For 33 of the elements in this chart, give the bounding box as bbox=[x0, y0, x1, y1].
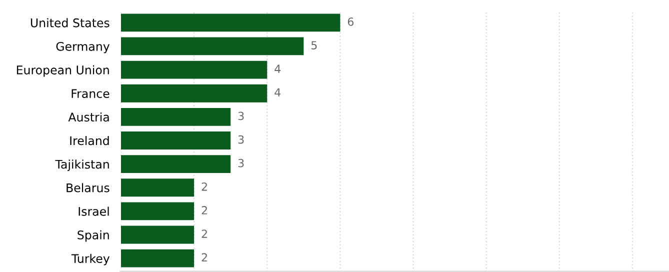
data-label: 2 bbox=[202, 253, 207, 262]
data-label: 2 bbox=[202, 182, 207, 191]
data-label: 3 bbox=[238, 135, 244, 144]
bar bbox=[121, 249, 194, 268]
bar bbox=[121, 178, 194, 197]
bar bbox=[121, 60, 268, 79]
y-tick-label: Ireland bbox=[70, 136, 109, 146]
data-label: 5 bbox=[311, 41, 317, 50]
data-label: 2 bbox=[202, 230, 207, 238]
y-tick-label: Belarus bbox=[66, 183, 110, 192]
bar bbox=[121, 84, 268, 102]
y-tick-label: United States bbox=[30, 18, 110, 28]
bar bbox=[121, 37, 304, 56]
y-tick-label: Tajikistan bbox=[55, 160, 109, 172]
y-tick-label: France bbox=[72, 89, 110, 98]
bar bbox=[121, 132, 231, 150]
y-tick-label: Spain bbox=[78, 230, 109, 242]
y-tick-label: European Union bbox=[16, 65, 109, 77]
bar bbox=[121, 226, 194, 244]
y-tick-label: Germany bbox=[56, 42, 110, 54]
bar bbox=[121, 108, 231, 126]
data-label: 4 bbox=[274, 64, 281, 73]
y-tick-label: Israel bbox=[78, 206, 109, 216]
data-label: 6 bbox=[348, 17, 354, 26]
data-label: 4 bbox=[274, 88, 281, 96]
data-label: 3 bbox=[238, 112, 244, 120]
data-label: 2 bbox=[202, 206, 207, 214]
y-tick-label: Turkey bbox=[71, 254, 110, 266]
bar bbox=[121, 155, 231, 174]
bar bbox=[121, 14, 340, 32]
data-label: 3 bbox=[238, 158, 244, 168]
bar bbox=[121, 202, 194, 220]
y-tick-label: Austria bbox=[68, 112, 109, 122]
